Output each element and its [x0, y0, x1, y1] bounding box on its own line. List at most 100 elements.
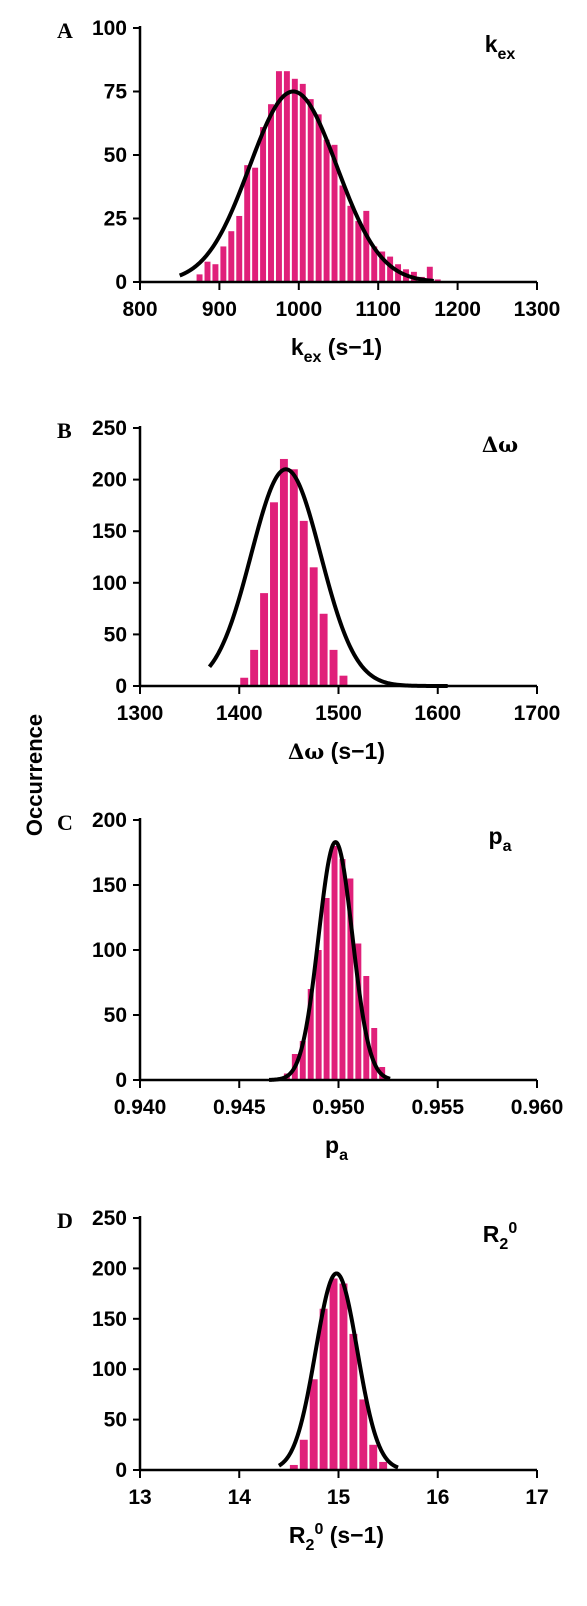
histogram-bar: [244, 165, 251, 282]
x-axis-label-unit: (s−1): [324, 738, 385, 764]
histogram-bar: [260, 127, 267, 282]
histogram-bar: [359, 1399, 368, 1470]
histogram-bar: [279, 458, 288, 686]
x-tick-label: 17: [525, 1486, 548, 1509]
histogram-bar: [371, 246, 378, 282]
parameter-label: Δω: [482, 432, 518, 457]
x-axis-label: kex (s−1): [291, 334, 382, 366]
x-tick-label: 0.940: [114, 1096, 167, 1119]
y-axis-label-occurrence: Occurrence: [22, 714, 47, 836]
y-tick-label: 0: [115, 675, 127, 698]
histogram-bar: [331, 144, 338, 282]
histogram-bar: [339, 1283, 348, 1470]
histogram-bar: [379, 251, 386, 282]
y-tick-label: 50: [104, 1409, 127, 1432]
x-axis-label-base: Δω: [288, 739, 324, 764]
x-axis-label-base: k: [291, 334, 304, 360]
panel-letter: A: [57, 18, 73, 43]
histogram-bar: [426, 266, 433, 282]
histogram-bar: [289, 1464, 298, 1470]
histogram-bar: [329, 1278, 338, 1470]
y-tick-label: 150: [92, 874, 127, 897]
y-tick-label: 150: [92, 1308, 127, 1331]
x-axis-label-base: p: [325, 1132, 339, 1158]
histogram-bar: [196, 274, 203, 282]
histogram-bar: [250, 649, 259, 686]
histogram-bar: [434, 279, 441, 282]
y-tick-label: 100: [92, 1358, 127, 1381]
histogram-bar: [212, 264, 219, 282]
y-tick-label: 250: [92, 417, 127, 440]
histogram-bar: [260, 593, 269, 686]
histogram-bars: [196, 71, 441, 283]
x-tick-label: 14: [228, 1486, 252, 1509]
histogram-bar: [355, 943, 362, 1080]
panel-letter: C: [57, 810, 73, 835]
y-tick-label: 200: [92, 1257, 127, 1280]
histogram-bar: [319, 613, 328, 686]
histogram-bar: [299, 520, 308, 686]
y-tick-label: 0: [115, 1069, 127, 1092]
y-tick-label: 75: [104, 81, 128, 104]
histogram-bar: [339, 185, 346, 282]
parameter-label-base: k: [485, 31, 498, 57]
y-tick-label: 25: [104, 208, 128, 231]
parameter-label-subscript: ex: [498, 46, 516, 63]
x-tick-label: 0.950: [312, 1096, 365, 1119]
panel-letter: D: [57, 1208, 73, 1233]
x-axis-label-subscript: a: [339, 1147, 348, 1164]
parameter-label-superscript: 0: [508, 1220, 517, 1237]
histogram-bar: [319, 1308, 328, 1470]
panel-letter: B: [57, 418, 72, 443]
x-tick-label: 800: [122, 298, 157, 321]
y-tick-label: 50: [104, 144, 127, 167]
x-axis-label-base: R: [289, 1522, 306, 1548]
histogram-bar: [329, 649, 338, 686]
x-tick-label: 1200: [434, 298, 481, 321]
gaussian-fit-line: [207, 467, 449, 688]
x-tick-label: 13: [128, 1486, 151, 1509]
histogram-bar: [283, 71, 290, 283]
x-tick-label: 1700: [514, 702, 561, 725]
histogram-bar: [220, 246, 227, 282]
y-tick-label: 100: [92, 572, 127, 595]
histogram-bar: [275, 71, 282, 283]
histogram-bar: [299, 1439, 308, 1470]
x-tick-label: 1300: [514, 298, 561, 321]
x-tick-label: 1600: [414, 702, 461, 725]
y-tick-label: 200: [92, 809, 127, 832]
histogram-bar: [307, 99, 314, 283]
histogram-bar: [371, 1028, 378, 1080]
histogram-bar: [309, 567, 318, 686]
histogram-bar: [369, 1444, 378, 1470]
parameter-label-subscript: 2: [499, 1236, 508, 1253]
histogram-bar: [323, 898, 330, 1080]
parameter-label: pa: [489, 823, 512, 855]
histogram-bar: [331, 846, 338, 1080]
y-tick-label: 0: [115, 271, 127, 294]
y-tick-label: 50: [104, 623, 127, 646]
parameter-label-base: R: [483, 1221, 500, 1247]
histogram-bar: [299, 1041, 306, 1080]
y-tick-label: 250: [92, 1207, 127, 1230]
histogram-bars: [289, 1278, 388, 1470]
x-tick-label: 0.960: [511, 1096, 564, 1119]
x-tick-label: 15: [327, 1486, 351, 1509]
histogram-bar: [228, 231, 235, 282]
histogram-bar: [387, 256, 394, 282]
histogram-bar: [347, 878, 354, 1080]
x-tick-label: 0.955: [411, 1096, 464, 1119]
x-tick-label: 900: [202, 298, 237, 321]
histogram-bar: [363, 210, 370, 282]
histogram-bar: [268, 104, 274, 282]
x-axis-label-subscript: ex: [304, 349, 322, 366]
histogram-bar: [289, 469, 298, 686]
x-tick-label: 1500: [315, 702, 362, 725]
gaussian-fit-line: [277, 1271, 400, 1470]
histogram-bar: [299, 83, 306, 282]
histogram-bar: [204, 261, 211, 282]
